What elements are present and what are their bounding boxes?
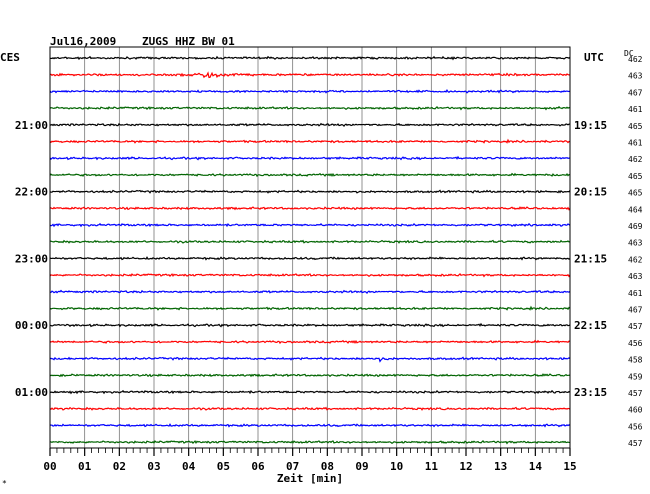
dc-value: 463: [628, 72, 643, 81]
right-hour-label: 22:15: [574, 319, 607, 332]
dc-value: 467: [628, 88, 643, 97]
dc-header: DC: [624, 49, 634, 58]
left-hour-label: 23:00: [15, 252, 48, 265]
trace-row-7: [49, 172, 571, 178]
dc-value: 457: [628, 439, 643, 448]
dc-value: 459: [628, 372, 643, 381]
left-zone-label: CES: [0, 51, 20, 64]
trace-row-15: [49, 305, 571, 311]
trace-row-12: [49, 256, 571, 261]
left-hour-label: 01:00: [15, 386, 48, 399]
x-tick-label: 03: [147, 460, 160, 473]
dc-value-labels: 462 463 467 461 465 461 462 465 465 464 469 463 462 4…: [628, 55, 643, 448]
dc-value: 465: [628, 172, 643, 181]
left-hour-labels: 21:00 22:00 23:00 00:00 01:00: [15, 119, 48, 399]
plot-frame: [49, 46, 571, 449]
x-tick-label: 06: [251, 460, 265, 473]
x-tick-label: 10: [390, 460, 403, 473]
trace-row-20: [49, 389, 571, 395]
dc-value: 461: [628, 139, 643, 148]
dc-value: 462: [628, 55, 643, 64]
dc-value: 461: [628, 289, 643, 298]
dc-value: 465: [628, 122, 643, 131]
x-tick-label: 13: [494, 460, 507, 473]
trace-row-3: [49, 105, 571, 111]
dc-value: 467: [628, 306, 643, 315]
right-hour-label: 20:15: [574, 186, 607, 199]
x-tick-label: 02: [113, 460, 126, 473]
x-tick-label: 09: [355, 460, 368, 473]
trace-row-13: [49, 273, 571, 278]
trace-row-14: [49, 289, 571, 294]
dc-value: 465: [628, 189, 643, 198]
right-hour-label: 21:15: [574, 252, 607, 265]
right-zone-label: UTC: [584, 51, 604, 64]
x-tick-label: 07: [286, 460, 299, 473]
trace-row-10: [49, 222, 571, 228]
chart-station: ZUGS HHZ BW 01: [142, 35, 235, 48]
x-axis-ticks: [49, 448, 571, 456]
corner-mark: *: [2, 479, 7, 488]
left-hour-label: 00:00: [15, 319, 48, 332]
trace-row-8: [49, 189, 571, 194]
trace-row-16: [49, 322, 571, 328]
dc-value: 462: [628, 255, 643, 264]
trace-row-22: [49, 423, 571, 428]
minute-gridlines: [84, 47, 536, 448]
trace-row-19: [49, 373, 571, 378]
x-tick-label: 05: [217, 460, 230, 473]
left-hour-label: 21:00: [15, 119, 48, 132]
x-axis-tick-labels: 00 01 02 03 04 05 06 07 08 09 10 11 12 13 14 15: [43, 460, 576, 473]
dc-value: 456: [628, 422, 643, 431]
x-tick-label: 08: [321, 460, 334, 473]
right-hour-labels: 19:15 20:15 21:15 22:15 23:15: [574, 119, 607, 399]
trace-row-17: [49, 339, 571, 345]
right-hour-label: 19:15: [574, 119, 607, 132]
trace-row-21: [49, 406, 571, 411]
left-hour-label: 22:00: [15, 186, 48, 199]
trace-row-4: [49, 122, 571, 127]
dc-value: 463: [628, 239, 643, 248]
dc-value: 469: [628, 222, 643, 231]
right-hour-label: 23:15: [574, 386, 607, 399]
dc-value: 462: [628, 155, 643, 164]
dc-value: 460: [628, 406, 643, 415]
trace-row-18: [49, 356, 571, 363]
trace-row-23: [49, 440, 571, 445]
trace-row-5: [49, 138, 571, 144]
trace-row-0: [49, 55, 571, 61]
dc-value: 456: [628, 339, 643, 348]
x-tick-label: 12: [459, 460, 472, 473]
dc-value: 457: [628, 322, 643, 331]
x-tick-label: 15: [563, 460, 576, 473]
dc-value: 457: [628, 389, 643, 398]
x-tick-label: 00: [43, 460, 56, 473]
dc-value: 463: [628, 272, 643, 281]
trace-row-11: [49, 239, 571, 244]
x-axis-label: Zeit [min]: [277, 472, 343, 485]
x-tick-label: 14: [529, 460, 543, 473]
trace-row-9: [49, 206, 571, 211]
trace-row-2: [49, 89, 571, 94]
trace-rows: [49, 55, 571, 445]
dc-value: 461: [628, 105, 643, 114]
x-tick-label: 11: [425, 460, 439, 473]
chart-date: Jul16,2009: [50, 35, 116, 48]
trace-row-6: [49, 155, 571, 161]
x-tick-label: 04: [182, 460, 196, 473]
dc-value: 458: [628, 356, 643, 365]
x-tick-label: 01: [78, 460, 92, 473]
trace-row-1: [49, 71, 571, 79]
dc-value: 464: [628, 205, 643, 214]
